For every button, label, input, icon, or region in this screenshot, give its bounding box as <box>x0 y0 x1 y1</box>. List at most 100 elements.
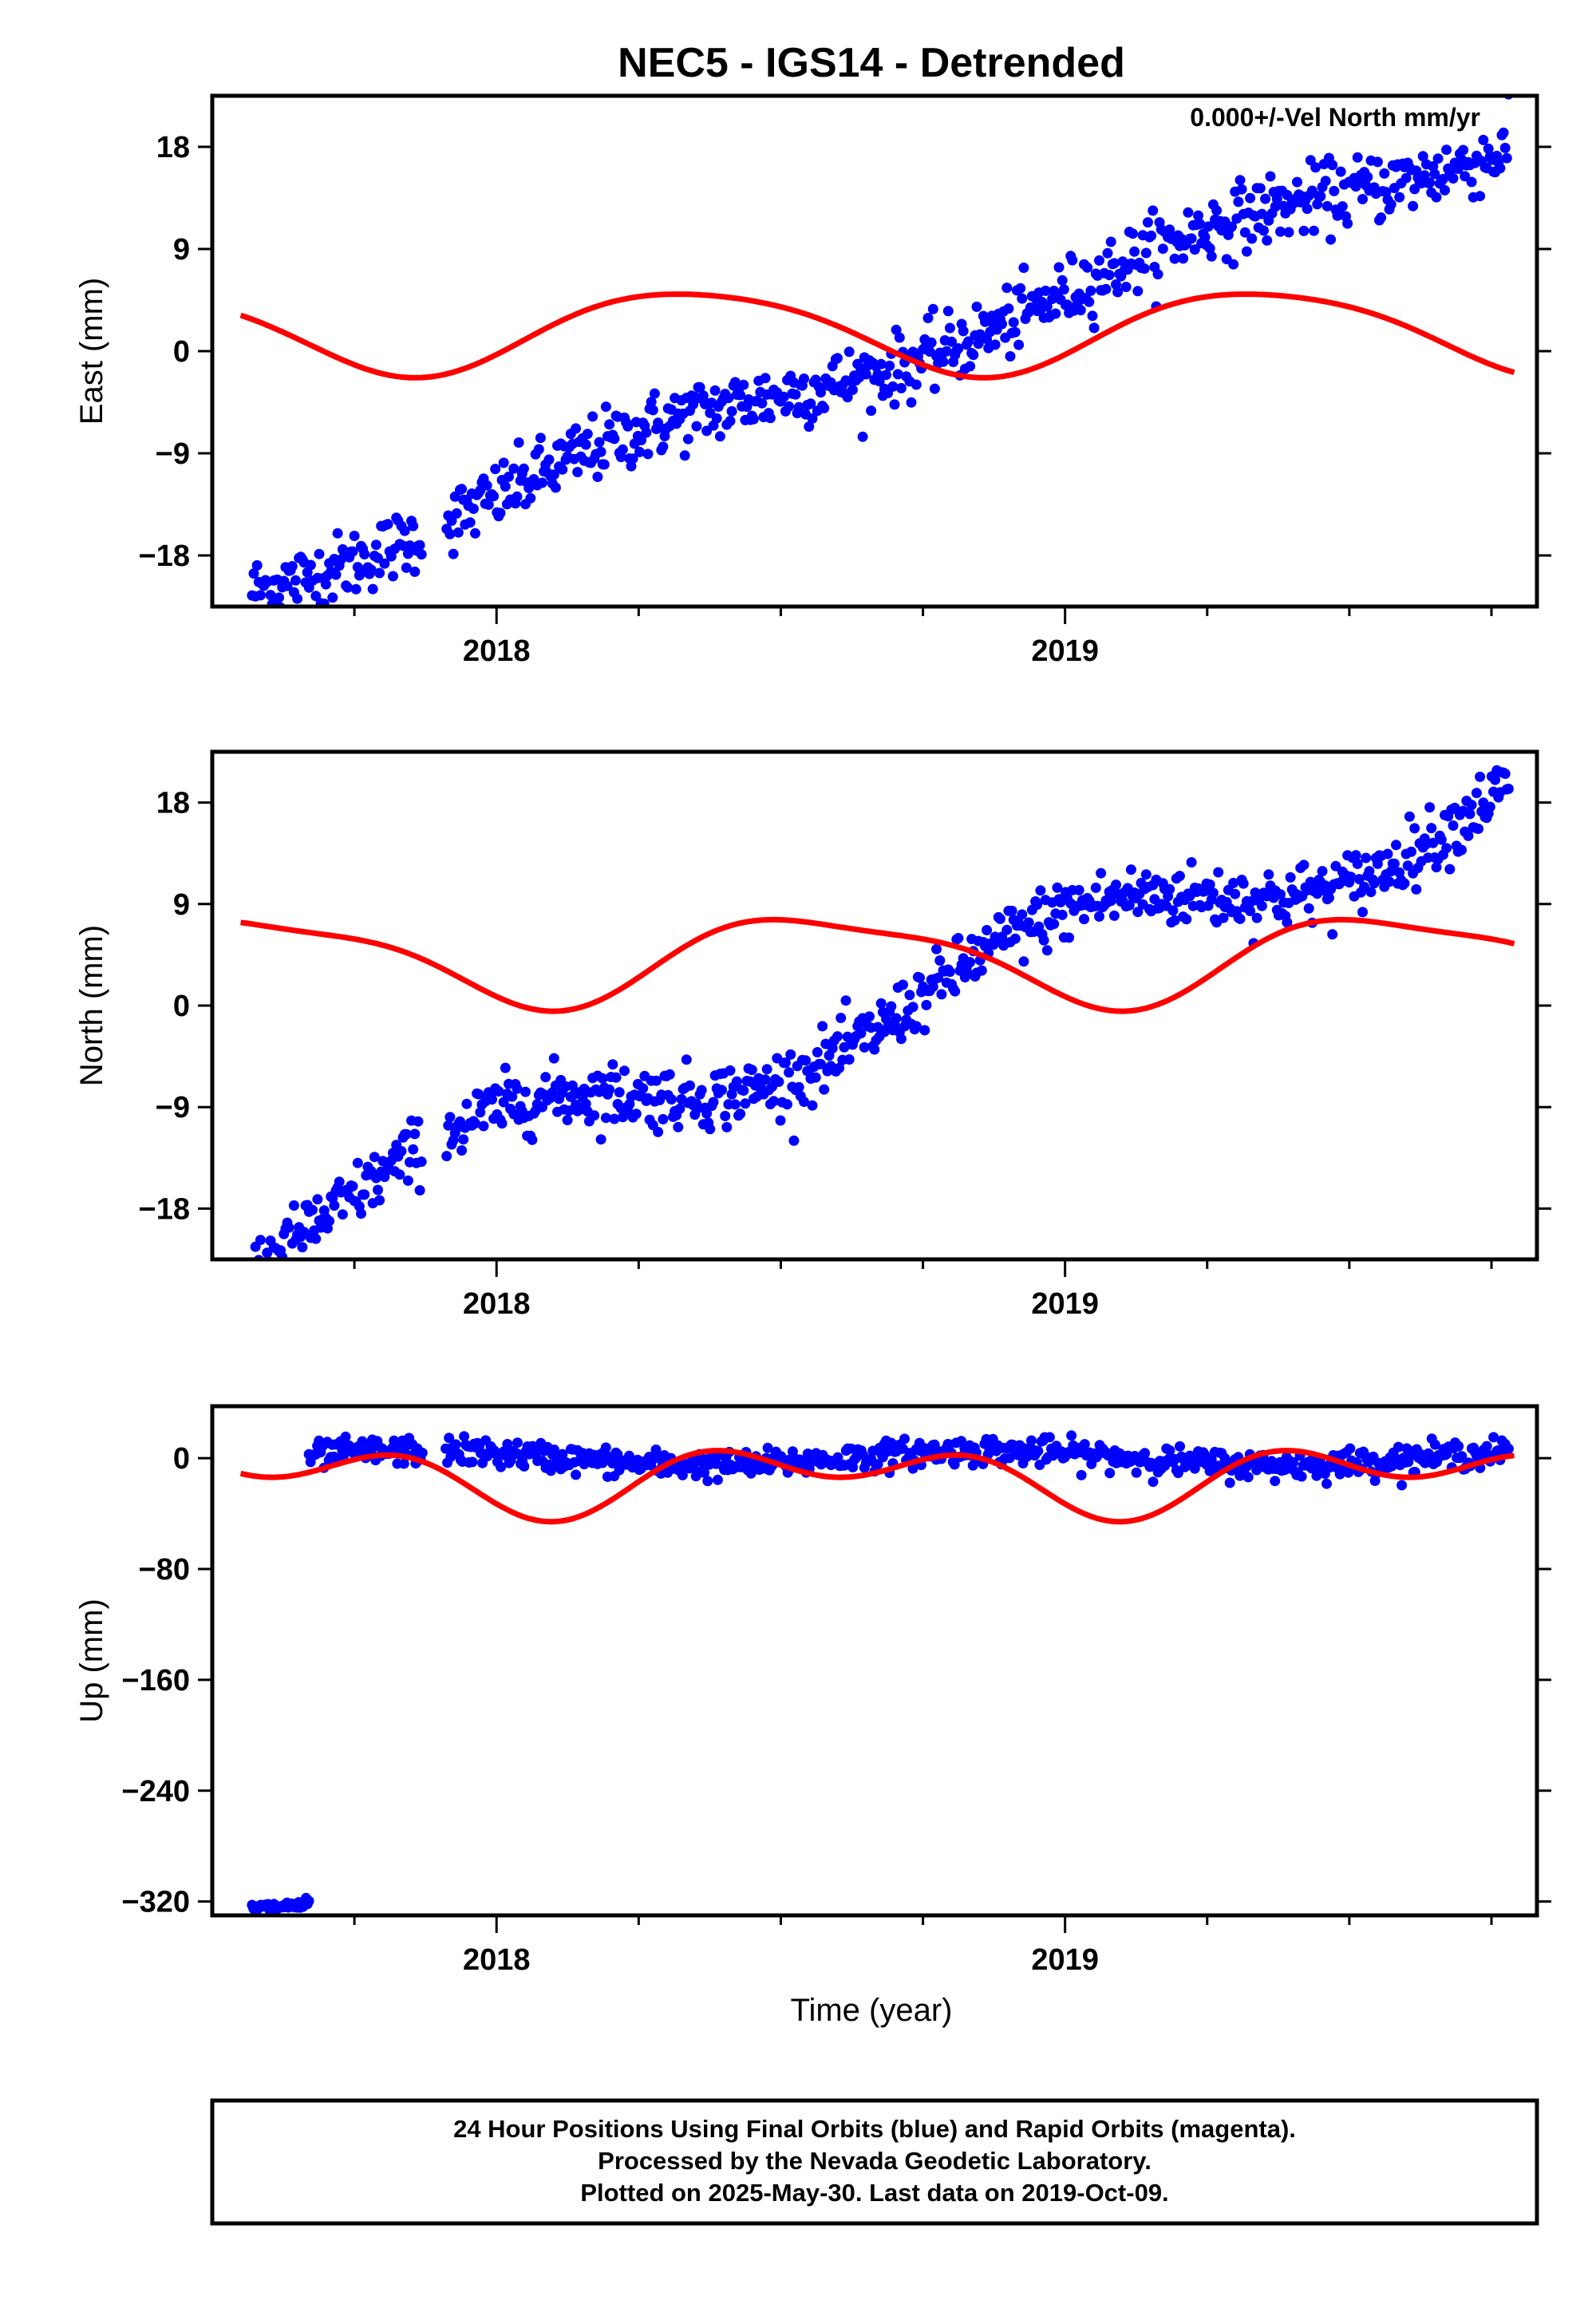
data-point <box>347 1180 358 1192</box>
data-point <box>444 1112 456 1123</box>
data-point <box>1164 883 1175 895</box>
data-point <box>816 1058 826 1069</box>
data-point <box>735 1109 746 1120</box>
data-point <box>607 1059 618 1070</box>
data-point <box>725 416 736 426</box>
data-point <box>1104 270 1115 281</box>
data-point <box>324 1215 335 1227</box>
data-point <box>1066 1430 1077 1441</box>
data-point <box>1157 243 1168 255</box>
data-point <box>359 1189 370 1200</box>
data-point <box>451 508 462 519</box>
data-point <box>594 437 605 448</box>
data-point <box>664 1069 675 1080</box>
data-point <box>595 446 606 457</box>
data-point <box>470 1118 480 1129</box>
data-point <box>832 1031 843 1042</box>
y-tick-label: 0 <box>173 990 190 1023</box>
data-point <box>911 1021 922 1032</box>
data-point <box>456 1145 468 1156</box>
data-point <box>708 1097 719 1108</box>
data-point <box>907 1002 918 1013</box>
data-point <box>1213 867 1224 878</box>
data-point <box>1441 843 1452 854</box>
plot-area <box>239 1430 1515 1915</box>
data-point <box>816 387 826 398</box>
data-point <box>641 427 652 438</box>
data-point <box>836 1013 847 1023</box>
data-point <box>807 1100 818 1111</box>
data-point <box>760 1074 771 1085</box>
data-point <box>784 401 795 412</box>
data-point <box>1079 914 1089 925</box>
data-point <box>512 491 523 502</box>
data-point <box>1015 283 1026 294</box>
data-point <box>1218 912 1229 923</box>
data-point <box>1140 247 1152 259</box>
data-point <box>1432 153 1444 164</box>
data-point <box>768 1096 780 1107</box>
data-point <box>571 423 582 434</box>
data-point <box>1181 914 1192 925</box>
data-point <box>1111 879 1121 891</box>
data-point <box>840 995 851 1006</box>
y-tick-label: 0 <box>173 1442 190 1476</box>
data-point <box>1364 866 1375 877</box>
data-point <box>1053 262 1065 273</box>
data-point <box>634 446 645 457</box>
data-point <box>1108 258 1120 269</box>
y-tick-label: −18 <box>139 539 190 573</box>
data-point <box>899 1433 910 1445</box>
data-point <box>1090 882 1101 893</box>
data-point <box>330 569 342 580</box>
data-point <box>1490 774 1501 785</box>
data-point <box>701 1108 713 1119</box>
data-point <box>470 528 480 539</box>
data-point <box>1389 858 1400 869</box>
data-point <box>332 528 343 539</box>
data-point <box>697 390 709 401</box>
data-point <box>365 564 377 575</box>
data-point <box>1148 205 1159 216</box>
data-point <box>444 528 456 539</box>
data-point <box>1406 846 1416 857</box>
data-point <box>1429 168 1440 180</box>
data-point <box>843 346 855 358</box>
data-point <box>1292 176 1302 188</box>
data-point <box>1228 259 1239 270</box>
data-point <box>1005 351 1016 362</box>
data-point <box>1057 909 1068 920</box>
data-point <box>976 965 987 976</box>
data-point <box>971 301 982 312</box>
data-point <box>1385 199 1396 210</box>
y-tick-label: −80 <box>139 1553 190 1587</box>
data-point <box>907 1463 918 1474</box>
data-point <box>1391 840 1401 851</box>
data-point <box>352 1157 363 1168</box>
data-point <box>980 316 990 327</box>
data-point <box>997 318 1007 330</box>
data-point <box>1100 283 1112 294</box>
data-point <box>461 1098 472 1109</box>
data-point <box>1312 199 1323 210</box>
data-point <box>458 1134 469 1145</box>
data-point <box>1499 769 1511 779</box>
data-point <box>785 1049 796 1060</box>
data-point <box>1466 176 1477 188</box>
data-point <box>1288 1456 1299 1468</box>
data-point <box>540 1072 551 1083</box>
data-point <box>994 913 1005 924</box>
data-point <box>847 385 858 395</box>
data-point <box>1132 286 1144 297</box>
data-point <box>866 405 877 417</box>
data-point <box>1369 878 1380 889</box>
data-point <box>895 382 907 393</box>
data-point <box>1396 1480 1408 1491</box>
y-tick-label: −320 <box>121 1886 190 1919</box>
data-point <box>572 467 583 477</box>
data-point <box>1321 200 1333 211</box>
data-point <box>1174 871 1185 882</box>
data-point <box>1256 208 1267 219</box>
data-point <box>309 615 319 625</box>
data-point <box>1283 227 1294 238</box>
